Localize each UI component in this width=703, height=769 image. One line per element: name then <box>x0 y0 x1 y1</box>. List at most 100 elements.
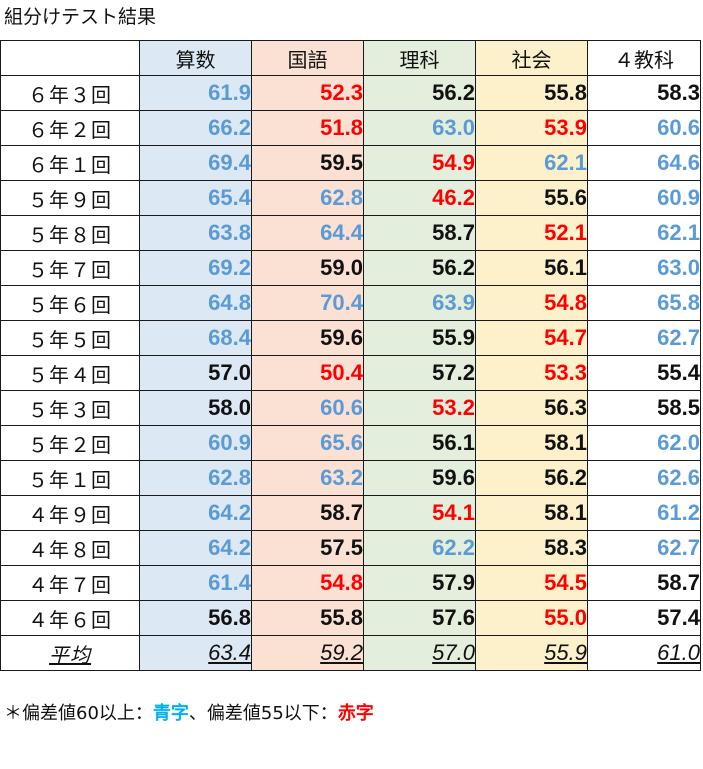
score-cell: 62.1 <box>587 215 701 251</box>
score-cell: 63.0 <box>587 250 701 286</box>
average-label: 平均 <box>0 635 140 671</box>
score-cell: 58.1 <box>475 495 588 531</box>
subject-header-social: 社会 <box>475 40 588 76</box>
score-cell: 63.2 <box>251 460 364 496</box>
score-cell: 61.9 <box>139 75 252 111</box>
score-cell: 62.6 <box>587 460 701 496</box>
note-prefix: ＊偏差値60以上： <box>4 703 153 724</box>
table-row: ６年２回 66.2 51.8 63.0 53.9 60.6 <box>0 110 701 146</box>
average-cell: 63.4 <box>139 635 252 671</box>
average-row: 平均 63.4 59.2 57.0 55.9 61.0 <box>0 635 701 671</box>
average-cell: 55.9 <box>475 635 588 671</box>
score-cell: 55.8 <box>251 600 364 636</box>
score-cell: 54.9 <box>363 145 476 181</box>
table-row: ４年９回 64.2 58.7 54.1 58.1 61.2 <box>0 495 701 531</box>
score-cell: 62.7 <box>587 320 701 356</box>
subject-header-math: 算数 <box>139 40 252 76</box>
score-cell: 58.7 <box>587 565 701 601</box>
header-row: 算数 国語 理科 社会 ４教科 <box>0 40 701 76</box>
score-cell: 56.3 <box>475 390 588 426</box>
table-row: ５年８回 63.8 64.4 58.7 52.1 62.1 <box>0 215 701 251</box>
score-cell: 63.0 <box>363 110 476 146</box>
score-cell: 65.8 <box>587 285 701 321</box>
corner-cell <box>0 40 140 76</box>
row-label: ４年７回 <box>0 565 140 601</box>
score-cell: 68.4 <box>139 320 252 356</box>
score-cell: 65.4 <box>139 180 252 216</box>
average-cell: 61.0 <box>587 635 701 671</box>
page-title: 組分けテスト結果 <box>4 6 157 28</box>
score-cell: 57.9 <box>363 565 476 601</box>
row-label: ６年３回 <box>0 75 140 111</box>
score-cell: 62.1 <box>475 145 588 181</box>
score-cell: 57.6 <box>363 600 476 636</box>
row-label: ５年６回 <box>0 285 140 321</box>
subject-header-japanese: 国語 <box>251 40 364 76</box>
score-cell: 57.2 <box>363 355 476 391</box>
score-cell: 58.0 <box>139 390 252 426</box>
score-cell: 51.8 <box>251 110 364 146</box>
score-cell: 70.4 <box>251 285 364 321</box>
score-cell: 60.9 <box>139 425 252 461</box>
score-cell: 64.4 <box>251 215 364 251</box>
score-cell: 55.8 <box>475 75 588 111</box>
score-cell: 54.7 <box>475 320 588 356</box>
score-cell: 54.1 <box>363 495 476 531</box>
average-cell: 57.0 <box>363 635 476 671</box>
row-label: ４年８回 <box>0 530 140 566</box>
table-row: ５年６回 64.8 70.4 63.9 54.8 65.8 <box>0 285 701 321</box>
table-row: ５年９回 65.4 62.8 46.2 55.6 60.9 <box>0 180 701 216</box>
row-label: ５年７回 <box>0 250 140 286</box>
row-label: ４年６回 <box>0 600 140 636</box>
score-cell: 54.8 <box>475 285 588 321</box>
row-label: ５年３回 <box>0 390 140 426</box>
score-cell: 55.0 <box>475 600 588 636</box>
score-cell: 64.8 <box>139 285 252 321</box>
table-row: ５年４回 57.0 50.4 57.2 53.3 55.4 <box>0 355 701 391</box>
table-row: ６年１回 69.4 59.5 54.9 62.1 64.6 <box>0 145 701 181</box>
subject-header-science: 理科 <box>363 40 476 76</box>
score-cell: 60.6 <box>587 110 701 146</box>
score-cell: 64.2 <box>139 495 252 531</box>
row-label: ５年５回 <box>0 320 140 356</box>
table-row: ４年６回 56.8 55.8 57.6 55.0 57.4 <box>0 600 701 636</box>
score-cell: 56.2 <box>363 75 476 111</box>
score-cell: 58.7 <box>363 215 476 251</box>
score-cell: 46.2 <box>363 180 476 216</box>
legend-note: ＊偏差値60以上：青字、偏差値55以下：赤字 <box>4 700 374 728</box>
table-row: ５年１回 62.8 63.2 59.6 56.2 62.6 <box>0 460 701 496</box>
note-middle: 、偏差値55以下： <box>188 703 338 724</box>
table-row: ４年７回 61.4 54.8 57.9 54.5 58.7 <box>0 565 701 601</box>
score-cell: 69.2 <box>139 250 252 286</box>
score-cell: 66.2 <box>139 110 252 146</box>
note-red-text: 赤字 <box>337 703 374 724</box>
score-cell: 53.9 <box>475 110 588 146</box>
results-table-body: 算数 国語 理科 社会 ４教科 ６年３回 61.9 52.3 56.2 55.8 58.3… <box>0 40 701 671</box>
score-cell: 64.6 <box>587 145 701 181</box>
score-cell: 62.2 <box>363 530 476 566</box>
score-cell: 58.3 <box>475 530 588 566</box>
score-cell: 62.8 <box>139 460 252 496</box>
row-label: ５年２回 <box>0 425 140 461</box>
score-cell: 64.2 <box>139 530 252 566</box>
row-label: ４年９回 <box>0 495 140 531</box>
score-cell: 54.8 <box>251 565 364 601</box>
score-cell: 52.1 <box>475 215 588 251</box>
results-table: 算数 国語 理科 社会 ４教科 ６年３回 61.9 52.3 56.2 55.8 58.3… <box>0 40 701 671</box>
score-cell: 62.7 <box>587 530 701 566</box>
score-cell: 56.2 <box>363 250 476 286</box>
table-row: ６年３回 61.9 52.3 56.2 55.8 58.3 <box>0 75 701 111</box>
score-cell: 59.5 <box>251 145 364 181</box>
row-label: ５年４回 <box>0 355 140 391</box>
score-cell: 50.4 <box>251 355 364 391</box>
score-cell: 63.8 <box>139 215 252 251</box>
score-cell: 57.4 <box>587 600 701 636</box>
row-label: ５年１回 <box>0 460 140 496</box>
score-cell: 65.6 <box>251 425 364 461</box>
table-row: ５年３回 58.0 60.6 53.2 56.3 58.5 <box>0 390 701 426</box>
score-cell: 55.4 <box>587 355 701 391</box>
score-cell: 60.6 <box>251 390 364 426</box>
subject-header-total: ４教科 <box>587 40 701 76</box>
score-cell: 55.9 <box>363 320 476 356</box>
score-cell: 63.9 <box>363 285 476 321</box>
